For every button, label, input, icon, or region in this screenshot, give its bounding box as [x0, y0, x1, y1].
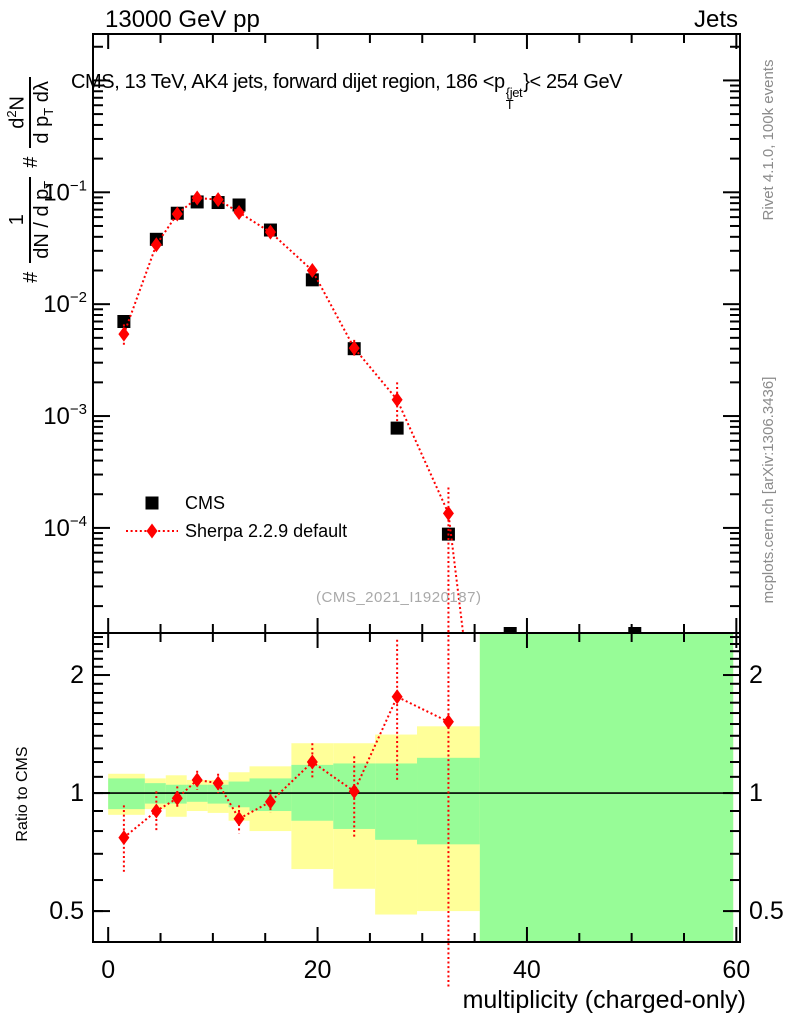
mcplots-reference-note: mcplots.cern.ch [arXiv:1306.3436] — [760, 376, 777, 604]
svg-text:0: 0 — [101, 956, 115, 984]
x-axis-label: multiplicity (charged-only) — [462, 986, 746, 1014]
legend: CMS Sherpa 2.2.9 default — [126, 489, 347, 545]
cms-square-marker-icon — [145, 496, 159, 510]
pt-jet-supsub: {jet T — [505, 85, 523, 112]
plot-title: CMS, 13 TeV, AK4 jets, forward dijet reg… — [71, 71, 623, 112]
normalization-fraction: 1 dN / d pT — [6, 176, 57, 263]
pt-jet-subscript: T — [505, 97, 514, 112]
rivet-version-note: Rivet 4.1.0, 100k events — [760, 59, 777, 221]
svg-text:0.5: 0.5 — [749, 897, 784, 925]
beam-energy-label: 13000 GeV pp — [105, 6, 260, 33]
svg-text:1: 1 — [70, 779, 84, 807]
hash-symbol: # — [19, 156, 42, 168]
plot-title-suffix: }< 254 GeV — [523, 71, 623, 93]
main-y-axis-label: # 1 dN / d pT # d2N d pT dλ — [0, 20, 62, 340]
legend-item-sherpa: Sherpa 2.2.9 default — [126, 517, 347, 545]
legend-label-sherpa: Sherpa 2.2.9 default — [185, 520, 348, 541]
svg-text:2: 2 — [749, 661, 763, 689]
process-group-label: Jets — [693, 6, 738, 33]
legend-item-cms: CMS — [126, 489, 347, 517]
svg-text:2: 2 — [70, 661, 84, 689]
svg-text:10−3: 10−3 — [43, 401, 87, 430]
differential-fraction: d2N d pT dλ — [4, 77, 58, 148]
svg-text:20: 20 — [304, 956, 332, 984]
svg-text:40: 40 — [513, 956, 541, 984]
legend-label-cms: CMS — [185, 492, 225, 513]
svg-text:60: 60 — [722, 956, 750, 984]
pt-jet-superscript: {jet — [505, 85, 523, 100]
svg-text:0.5: 0.5 — [49, 897, 84, 925]
svg-text:10−1: 10−1 — [43, 177, 87, 206]
analysis-id-watermark: (CMS_2021_I1920187) — [316, 589, 482, 606]
svg-text:10−4: 10−4 — [43, 513, 87, 542]
sherpa-diamond-marker-icon — [126, 523, 178, 539]
plot-title-text: CMS, 13 TeV, AK4 jets, forward dijet reg… — [71, 71, 505, 93]
ratio-y-axis-label: Ratio to CMS — [14, 746, 31, 842]
hash-symbol: # — [19, 271, 42, 283]
svg-text:1: 1 — [749, 779, 763, 807]
